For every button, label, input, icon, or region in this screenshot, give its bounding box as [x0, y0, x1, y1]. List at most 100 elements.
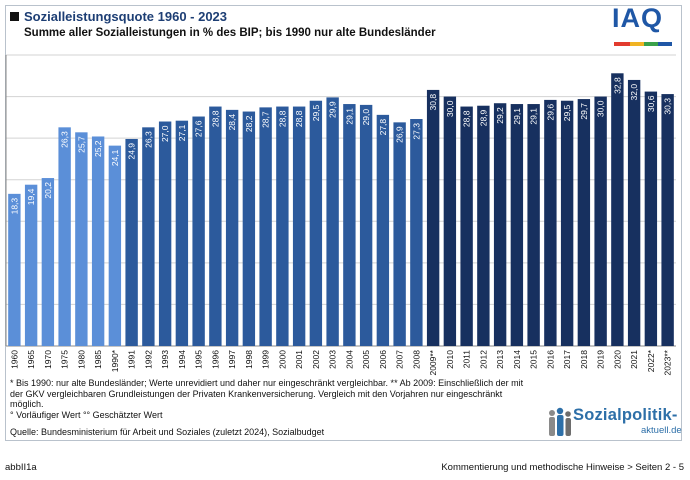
x-tick-label: 2001: [294, 350, 304, 369]
bar-2014: [510, 104, 524, 346]
x-tick-label: 2022*: [646, 349, 656, 372]
value-label: 19,4: [26, 188, 36, 205]
value-label: 27,6: [194, 120, 204, 137]
iaq-logo: IAQ: [612, 3, 664, 33]
value-label: 28,7: [261, 111, 271, 128]
x-tick-label: 2014: [512, 350, 522, 369]
x-tick-label: 1999: [261, 350, 271, 369]
bar-2019: [594, 96, 607, 346]
value-label: 27,8: [378, 119, 388, 136]
x-tick-label: 2015: [529, 350, 539, 369]
bar-1996: [209, 106, 222, 346]
x-tick-label: 1993: [160, 350, 170, 369]
value-label: 24,9: [127, 143, 137, 160]
x-tick-label: 1970: [43, 350, 53, 369]
x-tick-label: 2021: [629, 350, 639, 369]
bar-1980: [75, 132, 88, 346]
footnotes: * Bis 1990: nur alte Bundesländer; Werte…: [10, 378, 535, 420]
x-tick-label: 1990*: [110, 349, 120, 372]
value-label: 28,8: [277, 110, 287, 127]
value-label: 27,1: [177, 124, 187, 141]
value-label: 30,0: [596, 100, 606, 117]
bar-1985: [91, 136, 105, 346]
bar-2001: [292, 106, 306, 346]
value-label: 29,1: [529, 108, 539, 125]
chart-subtitle: Summe aller Sozialleistungen in % des BI…: [24, 27, 436, 39]
value-label: 28,4: [227, 114, 237, 131]
bar-2000: [276, 106, 289, 346]
value-label: 25,2: [93, 140, 103, 157]
bar-1993: [158, 121, 172, 346]
bar-2002: [309, 100, 323, 346]
bar-1999: [259, 107, 272, 346]
bars-layer: [8, 73, 674, 347]
x-tick-label: 2006: [378, 350, 388, 369]
x-tick-label: 2004: [344, 350, 354, 369]
x-tick-label: 2020: [612, 350, 622, 369]
value-labels-layer: 18,3 19,4 20,2 26,3 25,7 25,2 24,1 24,9 26,3 27,0…: [9, 77, 672, 214]
x-tick-labels-layer: 1960 1965 1970 1975 1980 1985 1990* 1991 1992 199…: [9, 349, 672, 375]
footnote-marks: ° Vorläufiger Wert °° Geschätzter Wert: [10, 409, 163, 420]
x-tick-label: 1965: [26, 350, 36, 369]
value-label: 26,3: [143, 131, 153, 148]
value-label: 30,3: [663, 98, 673, 115]
bar-2005: [359, 104, 373, 346]
value-label: 29,6: [545, 104, 555, 121]
bar-2006: [376, 114, 390, 346]
value-label: 28,8: [462, 110, 472, 127]
bar-2018: [577, 99, 591, 346]
bar-2011: [460, 106, 473, 346]
footer-navigation-hint: Kommentierung und methodische Hinweise >…: [441, 462, 684, 473]
chart-title: Sozialleistungsquote 1960 - 2023: [24, 9, 228, 24]
value-label: 29,9: [328, 101, 338, 118]
bar-2017: [560, 100, 574, 346]
x-tick-label: 2008: [411, 350, 421, 369]
bar-2020: [611, 73, 624, 346]
bar-1998: [242, 111, 256, 346]
footer-id: abbII1a: [5, 462, 37, 473]
bar-2016: [544, 99, 557, 347]
x-tick-label: 1980: [76, 350, 86, 369]
bar-2015: [527, 104, 540, 346]
value-label: 29,1: [344, 108, 354, 125]
iaq-logo-stripe: [614, 33, 672, 46]
value-label: 18,3: [9, 198, 19, 215]
value-label: 29,1: [512, 108, 522, 125]
sozialpolitik-logo: Sozialpolitik- aktuell.de: [546, 406, 682, 438]
source-note: Quelle: Bundesministerium für Arbeit und…: [10, 427, 325, 437]
value-label: 28,8: [294, 110, 304, 127]
x-tick-label: 2018: [579, 350, 589, 369]
x-tick-label: 2009**: [428, 349, 438, 375]
bar-2003: [326, 97, 339, 347]
bar-1975: [58, 127, 71, 346]
x-tick-label: 2016: [545, 350, 555, 369]
value-label: 24,1: [110, 149, 120, 166]
value-label: 28,2: [244, 115, 254, 132]
x-tick-label: 1985: [93, 350, 103, 369]
x-tick-label: 2002: [311, 350, 321, 369]
footnote-text: * Bis 1990: nur alte Bundesländer; Werte…: [10, 378, 524, 409]
x-tick-label: 1991: [127, 350, 137, 369]
value-label: 29,2: [495, 107, 505, 124]
x-tick-label: 2007: [395, 350, 405, 369]
value-label: 29,5: [311, 104, 321, 121]
x-tick-label: 2000: [277, 350, 287, 369]
people-icon: [549, 407, 571, 436]
value-label: 26,3: [60, 131, 70, 148]
x-tick-label: 2003: [328, 350, 338, 369]
x-tick-label: 2011: [462, 350, 472, 369]
sozialpolitik-logo-text: Sozialpolitik-: [573, 406, 678, 424]
bar-2008: [410, 119, 423, 347]
value-label: 30,6: [646, 95, 656, 112]
x-tick-label: 1960: [9, 350, 19, 369]
x-tick-label: 2005: [361, 350, 371, 369]
value-label: 29,7: [579, 103, 589, 120]
bar-1997: [225, 109, 239, 347]
bar-2007: [393, 122, 406, 346]
bar-2013: [493, 103, 507, 346]
bar-2010: [443, 96, 457, 346]
x-tick-label: 1995: [194, 350, 204, 369]
x-tick-label: 2017: [562, 350, 572, 369]
value-label: 29,0: [361, 109, 371, 126]
